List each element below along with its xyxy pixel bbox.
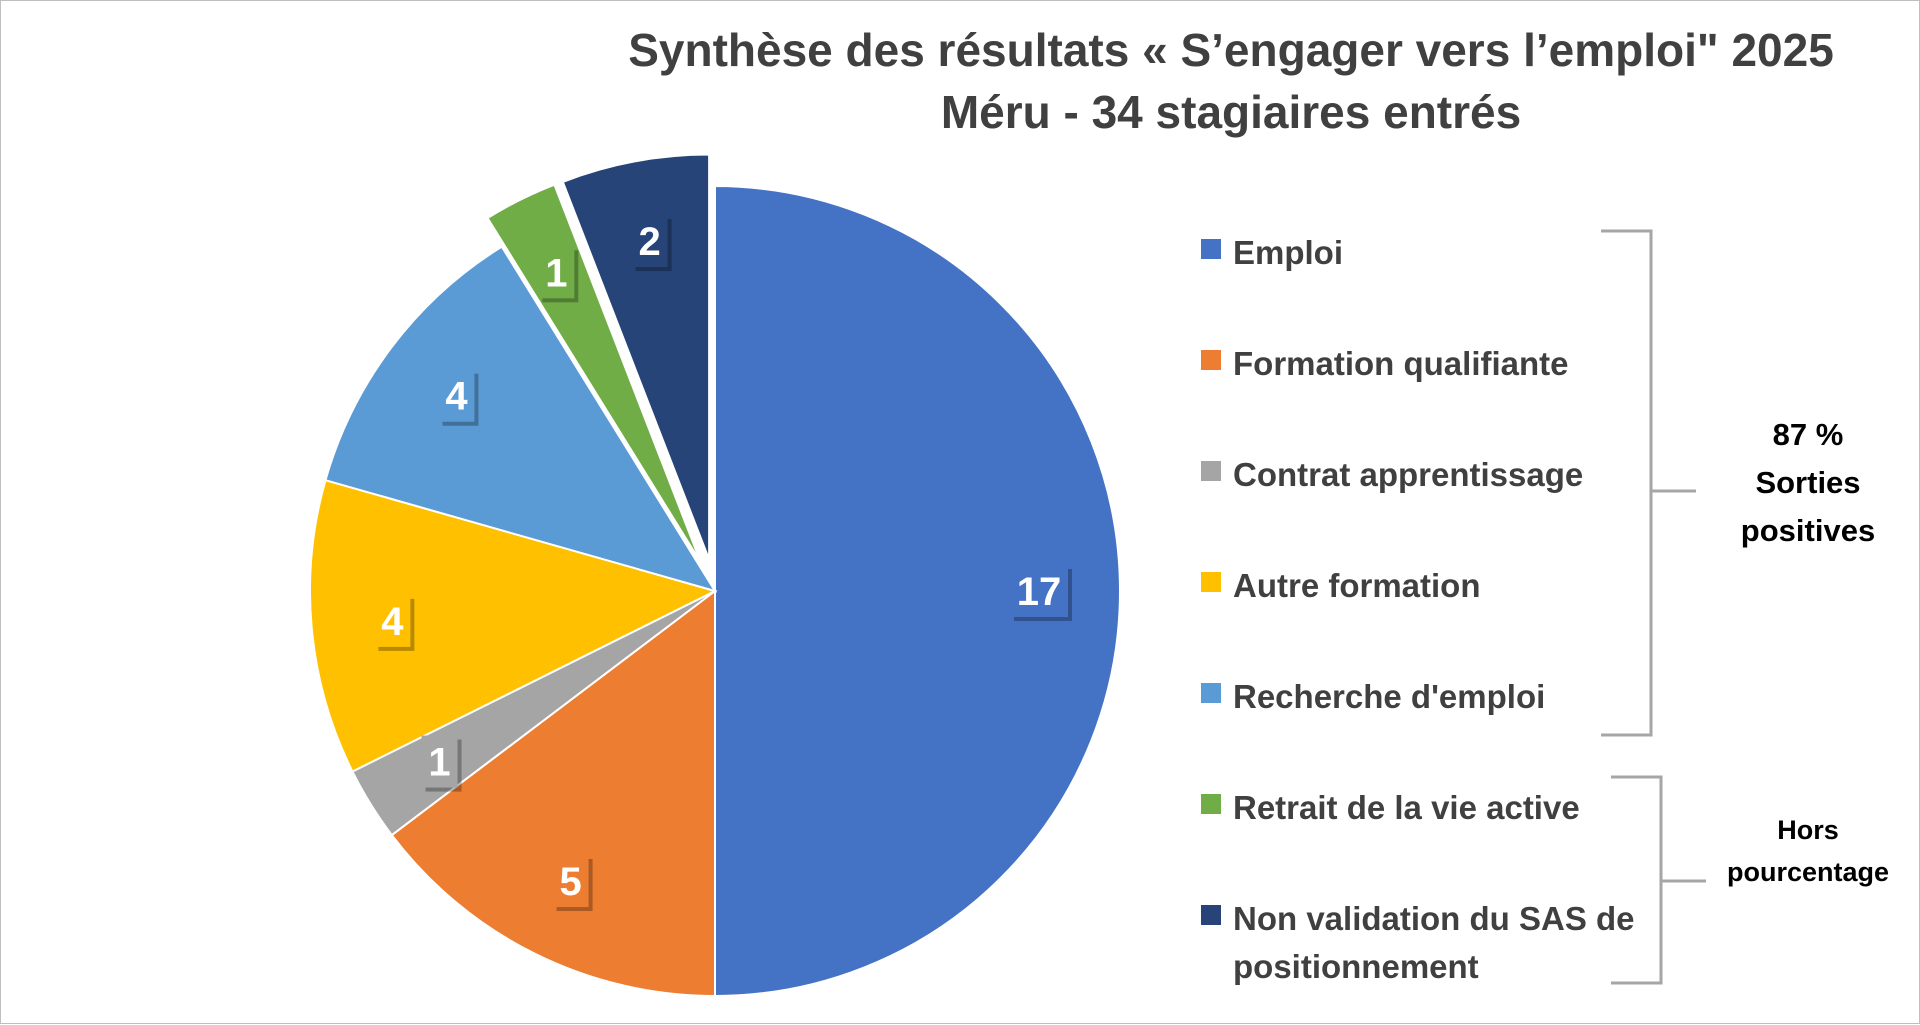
data-label: 4 (438, 369, 479, 426)
data-label-text: 1 (545, 251, 567, 295)
legend-swatch (1201, 905, 1221, 925)
data-label-box (631, 215, 668, 268)
annotation-positive-exits: 87 % Sorties positives (1701, 411, 1915, 555)
legend-item-formation-qualifiante: Formation qualifiante (1201, 340, 1671, 388)
data-label: 1 (538, 246, 579, 303)
data-label: 1 (421, 735, 462, 792)
annotation-line: pourcentage (1726, 857, 1890, 887)
legend-item-emploi: Emploi (1201, 229, 1671, 277)
legend-label: Formation qualifiante (1233, 345, 1569, 382)
pie-slices (309, 153, 1121, 998)
legend-label: Recherche d'emploi (1233, 678, 1546, 715)
data-label: 4 (374, 594, 415, 651)
pie-slice-emploi (714, 184, 1121, 998)
legend-swatch (1201, 794, 1221, 814)
legend-label: Autre formation (1233, 567, 1481, 604)
legend-swatch (1201, 572, 1221, 592)
data-label-text: 2 (638, 220, 660, 264)
legend-label-line1: Non validation du SAS de (1233, 900, 1635, 937)
legend-item-non-validation-sas: Non validation du SAS de positionnement (1201, 895, 1671, 991)
legend-label-line2: positionnement (1233, 948, 1479, 985)
pie-slice-recherche-d-emploi (324, 245, 718, 593)
chart-title-block: Synthèse des résultats « S’engager vers … (561, 19, 1901, 143)
data-label-text: 5 (559, 860, 581, 904)
legend-swatch (1201, 461, 1221, 481)
legend-label: Emploi (1233, 234, 1344, 271)
legend-swatch (1201, 683, 1221, 703)
pie-slice-formation-qualifiante (390, 588, 716, 998)
legend-item-autre-formation: Autre formation (1201, 562, 1671, 610)
data-label-text: 4 (381, 600, 404, 644)
annotation-line: 87 % (1772, 417, 1844, 452)
data-label: 5 (552, 855, 593, 912)
legend-item-retrait-vie-active: Retrait de la vie active (1201, 784, 1671, 832)
data-label-text: 1 (428, 741, 450, 785)
data-label: 17 (1010, 565, 1072, 621)
legend-label: Non validation du SAS de positionnement (1233, 895, 1635, 991)
data-label-box (421, 735, 458, 788)
data-label-box (538, 246, 575, 299)
legend-brackets (1601, 229, 1706, 985)
legend-label: Contrat apprentissage (1233, 456, 1584, 493)
legend-item-contrat-apprentissage: Contrat apprentissage (1201, 451, 1671, 499)
annotation-line: positives (1740, 513, 1876, 548)
legend-swatch (1201, 350, 1221, 370)
data-label-box (1010, 565, 1068, 617)
legend-item-recherche-emploi: Recherche d'emploi (1201, 673, 1671, 721)
data-label: 2 (631, 215, 672, 272)
annotation-line: Hors (1777, 815, 1839, 845)
pie-slice-non-validation-du-sas-de-positionnement (561, 153, 711, 560)
data-label-text: 4 (445, 375, 468, 419)
data-label-box (552, 855, 589, 908)
bracket-positive-exits (1601, 229, 1696, 737)
chart-subtitle: Méru - 34 stagiaires entrés (940, 86, 1522, 138)
data-label-box (438, 369, 475, 422)
data-label-text: 17 (1017, 570, 1062, 614)
pie-data-labels: 17 5 1 4 4 1 2 (374, 215, 1072, 912)
legend-label: Retrait de la vie active (1233, 789, 1580, 826)
data-label-box (374, 594, 411, 647)
annotation-excluded: Hors pourcentage (1701, 809, 1915, 893)
annotation-line: Sorties (1755, 465, 1861, 500)
legend-swatch (1201, 239, 1221, 259)
chart-title: Synthèse des résultats « S’engager vers … (628, 24, 1834, 76)
pie-slice-autre-formation (309, 478, 718, 773)
bracket-excluded (1611, 775, 1706, 985)
